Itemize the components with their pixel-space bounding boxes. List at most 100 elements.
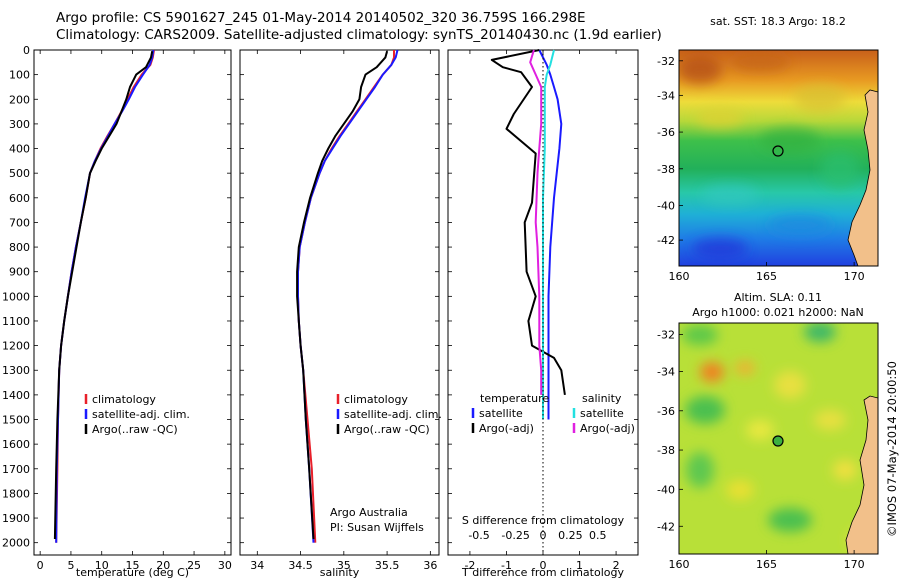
difference-legend-sal-title: salinity bbox=[582, 392, 622, 405]
series-line bbox=[296, 50, 389, 540]
sla-ytick-label: -40 bbox=[657, 483, 675, 496]
depth-tick-label: 1400 bbox=[2, 389, 30, 402]
x-tick-label: 30 bbox=[218, 559, 232, 572]
sla-land bbox=[845, 395, 878, 554]
salinity-frame bbox=[239, 49, 440, 556]
sst-map-title: sat. SST: 18.3 Argo: 18.2 bbox=[710, 15, 846, 28]
sla-map-frame bbox=[678, 322, 879, 555]
depth-tick-label: 1300 bbox=[2, 364, 30, 377]
depth-tick-label: 1000 bbox=[2, 290, 30, 303]
depth-tick-label: 1700 bbox=[2, 463, 30, 476]
top-tick-label: 0.5 bbox=[589, 529, 607, 542]
temperature-panel bbox=[33, 49, 232, 556]
difference-sal-legend-label: Argo(-adj) bbox=[580, 422, 635, 435]
salinity-note-1: Argo Australia bbox=[330, 506, 408, 519]
salinity-legend-label: satellite-adj. clim. bbox=[344, 408, 442, 421]
salinity-panel bbox=[239, 49, 440, 556]
depth-tick-label: 1500 bbox=[2, 414, 30, 427]
difference-legend-temp-title: temperature bbox=[480, 392, 549, 405]
x-tick-label: 10 bbox=[95, 559, 109, 572]
salinity-note-2: PI: Susan Wijffels bbox=[330, 521, 424, 534]
x-tick-label: 0 bbox=[540, 559, 547, 572]
sla-map-title-2: Argo h1000: 0.021 h2000: NaN bbox=[692, 306, 864, 319]
salinity-legend-label: climatology bbox=[344, 393, 408, 406]
sst-ytick-label: -40 bbox=[657, 200, 675, 213]
sst-ytick-label: -38 bbox=[657, 163, 675, 176]
difference-sal-legend-label: satellite bbox=[580, 407, 624, 420]
depth-tick-label: 600 bbox=[9, 192, 30, 205]
series-line bbox=[529, 49, 543, 395]
sst-texture bbox=[679, 52, 860, 258]
sla-ytick-label: -42 bbox=[657, 520, 675, 533]
sst-ytick-label: -32 bbox=[657, 55, 675, 68]
temperature-xlabel: temperature (deg C) bbox=[76, 566, 189, 579]
top-tick-label: -0.5 bbox=[468, 529, 489, 542]
profile-title: Argo profile: CS 5901627_245 01-May-2014… bbox=[56, 10, 586, 26]
temperature-frame bbox=[33, 49, 232, 556]
depth-tick-label: 0 bbox=[23, 44, 30, 57]
x-tick-label: 20 bbox=[156, 559, 170, 572]
series-line bbox=[538, 49, 563, 420]
difference-temp-legend-label: Argo(-adj) bbox=[479, 422, 534, 435]
depth-tick-label: 900 bbox=[9, 266, 30, 279]
sla-texture bbox=[682, 323, 872, 550]
depth-tick-label: 500 bbox=[9, 167, 30, 180]
sla-ytick-label: -36 bbox=[657, 405, 675, 418]
climatology-subtitle: Climatology: CARS2009. Satellite-adjuste… bbox=[56, 27, 662, 43]
depth-tick-label: 100 bbox=[9, 69, 30, 82]
sla-ytick-label: -32 bbox=[657, 329, 675, 342]
sst-xtick-label: 160 bbox=[669, 270, 690, 283]
sla-map-title-1: Altim. SLA: 0.11 bbox=[734, 291, 822, 304]
salinity-legend-label: Argo(..raw -QC) bbox=[344, 423, 430, 436]
depth-tick-label: 400 bbox=[9, 143, 30, 156]
x-tick-label: 25 bbox=[187, 559, 201, 572]
top-tick-label: 0 bbox=[540, 529, 547, 542]
depth-tick-label: 1200 bbox=[2, 340, 30, 353]
top-tick-label: 0.25 bbox=[558, 529, 583, 542]
temperature-legend-label: Argo(..raw -QC) bbox=[92, 423, 178, 436]
sla-ytick-label: -38 bbox=[657, 444, 675, 457]
x-tick-label: -1 bbox=[501, 559, 512, 572]
sst-land bbox=[847, 89, 878, 266]
sst-map bbox=[679, 50, 878, 266]
depth-tick-label: 700 bbox=[9, 216, 30, 229]
salinity-xlabel: salinity bbox=[320, 566, 360, 579]
depth-tick-label: 200 bbox=[9, 93, 30, 106]
x-tick-label: 34.5 bbox=[288, 559, 313, 572]
depth-tick-label: 800 bbox=[9, 241, 30, 254]
sst-argo-marker bbox=[772, 145, 784, 157]
sst-xtick-label: 170 bbox=[844, 270, 865, 283]
depth-tick-label: 2000 bbox=[2, 537, 30, 550]
x-tick-label: -2 bbox=[464, 559, 475, 572]
chart-layer: 0100200300400500600700800900100011001200… bbox=[2, 15, 865, 579]
sst-xtick-label: 165 bbox=[756, 270, 777, 283]
x-tick-label: 35 bbox=[337, 559, 351, 572]
depth-tick-label: 1900 bbox=[2, 512, 30, 525]
depth-tick-label: 1100 bbox=[2, 315, 30, 328]
sla-xtick-label: 165 bbox=[756, 558, 777, 571]
depth-tick-label: 300 bbox=[9, 118, 30, 131]
sla-argo-marker bbox=[772, 435, 784, 447]
x-tick-label: 1 bbox=[576, 559, 583, 572]
x-tick-label: 5 bbox=[67, 559, 74, 572]
sla-xtick-label: 170 bbox=[844, 558, 865, 571]
series-line bbox=[53, 51, 154, 540]
x-tick-label: 35.5 bbox=[375, 559, 400, 572]
top-tick-label: -0.25 bbox=[501, 529, 529, 542]
temperature-legend-label: satellite-adj. clim. bbox=[92, 408, 190, 421]
x-tick-label: 15 bbox=[126, 559, 140, 572]
sst-ytick-label: -36 bbox=[657, 126, 675, 139]
depth-tick-label: 1600 bbox=[2, 438, 30, 451]
difference-top-label: S difference from climatology bbox=[462, 514, 625, 527]
depth-tick-label: 1800 bbox=[2, 487, 30, 500]
x-tick-label: 34 bbox=[250, 559, 264, 572]
difference-temp-legend-label: satellite bbox=[479, 407, 523, 420]
sst-ytick-label: -34 bbox=[657, 89, 675, 102]
sst-map-frame bbox=[678, 49, 879, 267]
sla-xtick-label: 160 bbox=[669, 558, 690, 571]
x-tick-label: 2 bbox=[613, 559, 620, 572]
difference-xlabel: T difference from climatology bbox=[461, 566, 624, 579]
x-tick-label: 36 bbox=[423, 559, 437, 572]
temperature-legend-label: climatology bbox=[92, 393, 156, 406]
